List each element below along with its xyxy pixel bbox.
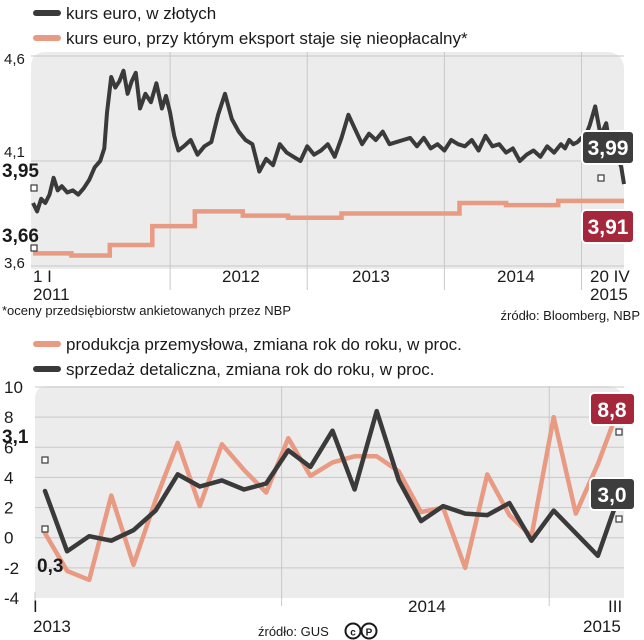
x-label-2014: 2014 <box>408 597 446 616</box>
end-badge-export-threshold: 3,91 <box>581 209 635 244</box>
end-marker-eur-rate <box>597 174 605 182</box>
legend-label-eur-rate: kurs euro, w złotych <box>66 4 216 23</box>
end-badge-retail: 3,0 <box>589 477 636 511</box>
source-exchange-rate: źródło: Bloomberg, NBP <box>501 308 640 323</box>
x-label-start-year: 2013 <box>33 617 71 636</box>
y-tick-label: 2 <box>4 499 13 518</box>
x-label-end: 20 IV <box>590 267 630 286</box>
start-value-production: 0,3 <box>37 556 63 577</box>
chart-exchange-rate: kurs euro, w złotych kurs euro, przy któ… <box>2 4 640 323</box>
y-tick-label: -2 <box>4 559 19 578</box>
x-label-2013: 2013 <box>352 267 390 286</box>
series-line-eur-rate <box>31 68 626 214</box>
end-badge-export-threshold-text: 3,91 <box>588 216 629 239</box>
end-badge-retail-text: 3,0 <box>597 484 626 507</box>
start-value-retail: 3,1 <box>2 427 29 448</box>
x-label-end-year: 2015 <box>583 617 621 636</box>
svg-text:P: P <box>366 628 373 639</box>
legend-exchange-rate: kurs euro, w złotych kurs euro, przy któ… <box>33 4 468 48</box>
y-tick-label: 6 <box>4 438 13 457</box>
start-value-eur-rate: 3,95 <box>2 161 39 182</box>
start-value-export-threshold: 3,66 <box>2 226 39 247</box>
y-tick-label: 0 <box>4 529 13 548</box>
series-line-retail <box>42 408 623 559</box>
y-tick-label: 4,1 <box>4 144 25 161</box>
end-marker-retail <box>615 515 623 523</box>
y-tick-label: 10 <box>4 378 23 397</box>
x-label-start: 1 I <box>33 267 52 286</box>
x-label-end-month: III <box>608 597 622 616</box>
source-production-retail: źródło: GUS <box>258 624 329 639</box>
y-tick-label: 4,6 <box>4 51 25 68</box>
plot-area-production-retail <box>35 386 624 598</box>
end-badge-production: 8,8 <box>589 392 636 426</box>
start-marker-eur-rate <box>30 184 38 192</box>
end-marker-production <box>615 428 623 436</box>
legend-label-production: produkcja przemysłowa, zmiana rok do rok… <box>66 335 462 354</box>
svg-text:c: c <box>350 628 356 639</box>
footnote: *oceny przedsiębiorstw ankietowanych prz… <box>2 303 291 318</box>
start-marker-retail <box>41 456 49 464</box>
end-badge-eur-rate: 3,99 <box>581 130 635 165</box>
chart-production-retail: produkcja przemysłowa, zmiana rok do rok… <box>2 335 636 640</box>
x-label-start-month: I <box>33 597 38 616</box>
y-tick-label: 3,6 <box>4 255 25 272</box>
series-line-export-threshold <box>33 198 624 258</box>
x-label-end-year: 2015 <box>590 285 628 304</box>
y-tick-label: 8 <box>4 408 13 427</box>
legend-label-retail: sprzedaż detaliczna, zmiana rok do roku,… <box>66 360 435 379</box>
legend-production-retail: produkcja przemysłowa, zmiana rok do rok… <box>33 335 462 379</box>
end-badge-eur-rate-text: 3,99 <box>588 137 629 160</box>
start-marker-export-threshold <box>30 244 38 252</box>
legend-label-export-threshold: kurs euro, przy którym eksport staje się… <box>66 29 468 48</box>
y-tick-label: -4 <box>4 589 19 608</box>
x-label-2014: 2014 <box>497 267 535 286</box>
x-label-2012: 2012 <box>222 267 260 286</box>
cc-logo-icon: c P <box>344 622 378 640</box>
start-marker-production <box>41 525 49 533</box>
x-label-start-year: 2011 <box>33 285 70 304</box>
end-badge-production-text: 8,8 <box>597 399 627 422</box>
y-tick-label: 4 <box>4 468 13 487</box>
